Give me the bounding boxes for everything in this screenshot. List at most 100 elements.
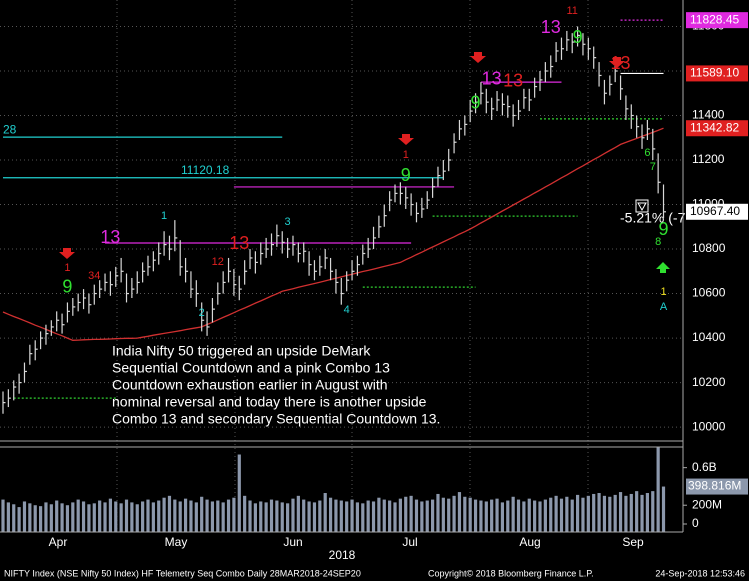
- count-label: 34: [88, 270, 100, 282]
- volume-bar: [259, 501, 263, 532]
- drop-box: [635, 199, 649, 213]
- volume-bar: [533, 500, 537, 532]
- volume-bar: [81, 501, 86, 532]
- volume-bar: [157, 500, 161, 532]
- count-label: 13: [100, 227, 120, 247]
- count-label: A: [660, 301, 668, 313]
- volume-bar: [559, 498, 564, 532]
- count-label: 2: [199, 307, 205, 319]
- volume-bar: [226, 499, 231, 532]
- volume-bar: [500, 502, 505, 532]
- volume-bar: [393, 502, 397, 532]
- drop-marker: [637, 202, 647, 212]
- annotation-line: Countdown exhaustion earlier in August w…: [112, 377, 388, 393]
- y-tick-label: 10200: [692, 375, 726, 389]
- volume-bar: [345, 501, 349, 532]
- volume-bar: [183, 498, 188, 532]
- volume-bar: [479, 500, 483, 532]
- volume-bar: [447, 498, 451, 532]
- count-label: 7: [650, 161, 656, 173]
- volume-bar: [651, 491, 655, 532]
- x-axis-title: 2018: [329, 548, 356, 562]
- y-tick-label: 11400: [692, 108, 725, 122]
- volume-bar: [22, 501, 27, 532]
- buy-arrow: [656, 262, 670, 273]
- signal-arrows: [59, 52, 670, 273]
- grid: [116, 0, 589, 532]
- volume-bar: [65, 505, 70, 532]
- volume-bar: [495, 498, 499, 532]
- count-label: 1: [161, 210, 167, 222]
- volume-bar: [135, 504, 139, 532]
- x-tick-label: Sep: [622, 535, 644, 549]
- volume-bar: [44, 502, 48, 532]
- volume-bar: [92, 503, 96, 532]
- volume-bar: [248, 500, 252, 532]
- price-label: 11828.45: [690, 12, 739, 26]
- volume-bar: [124, 499, 129, 532]
- volume-bar: [543, 499, 547, 532]
- x-tick-label: Jul: [402, 535, 417, 549]
- sell-arrow: [398, 134, 414, 145]
- volume-bar: [6, 502, 10, 532]
- volume-bar: [640, 494, 644, 532]
- volume-bar: [200, 496, 204, 532]
- volume-bar: [33, 505, 37, 532]
- volume-bar: [388, 500, 392, 532]
- volume-bar: [618, 492, 623, 532]
- volume-bar: [1, 499, 5, 532]
- volume-bar: [210, 501, 215, 532]
- volume-bar: [55, 500, 59, 532]
- volume-bar: [565, 496, 569, 532]
- volume-bar: [511, 496, 515, 532]
- level-label: 11120.18: [181, 163, 230, 177]
- footer-left: NIFTY Index (NSE Nifty 50 Index) HF Tele…: [4, 568, 361, 578]
- volume-bar: [398, 498, 402, 532]
- count-label: 3: [285, 216, 291, 228]
- count-label: 13: [482, 69, 502, 89]
- price-label: 11342.82: [690, 120, 739, 134]
- count-label: 4: [344, 304, 350, 316]
- volume-bar: [108, 498, 112, 532]
- count-label: 8: [655, 236, 661, 248]
- volume-bar: [549, 497, 553, 532]
- volume-bar: [173, 499, 177, 532]
- volume-bar: [366, 500, 370, 532]
- y-tick-label: 10600: [692, 286, 726, 300]
- volume-bar: [645, 493, 649, 532]
- volume-bar: [12, 504, 16, 532]
- volume-bar: [60, 503, 64, 532]
- sell-arrow: [470, 52, 486, 63]
- volume-bar: [71, 502, 75, 532]
- volume-bar: [522, 501, 526, 532]
- volume-bar: [409, 495, 413, 532]
- price-label: 10967.40: [690, 204, 740, 218]
- volume-bar: [661, 486, 666, 532]
- x-tick-label: Apr: [49, 535, 68, 549]
- volume-tick-label: 0.6B: [692, 460, 717, 474]
- plot-layer: 1000010200104001060010800110001120011400…: [0, 5, 748, 549]
- y-tick-label: 11200: [692, 152, 725, 166]
- volume-bar: [253, 503, 257, 532]
- count-label: 11: [567, 5, 578, 17]
- volume-bar: [38, 506, 43, 532]
- price-label-box: [686, 120, 748, 137]
- volume-bar: [103, 502, 107, 532]
- volume-bar: [506, 500, 510, 532]
- volume-bar: [468, 497, 472, 532]
- moving-average: [2, 127, 664, 341]
- volume-bar: [527, 498, 531, 532]
- count-label: 9: [573, 27, 583, 47]
- volume-bar: [119, 503, 123, 532]
- count-label: 13: [503, 71, 523, 91]
- volume-bar: [114, 501, 118, 532]
- volume-bar: [656, 447, 660, 532]
- volume-bar: [516, 499, 521, 532]
- volume-bar: [216, 500, 220, 532]
- volume-last-box: [686, 478, 748, 495]
- volume-bar: [221, 502, 225, 532]
- volume-bar: [570, 499, 574, 532]
- volume-bar: [554, 495, 558, 532]
- volume-bar: [291, 498, 295, 532]
- y-tick-label: 10400: [692, 330, 726, 344]
